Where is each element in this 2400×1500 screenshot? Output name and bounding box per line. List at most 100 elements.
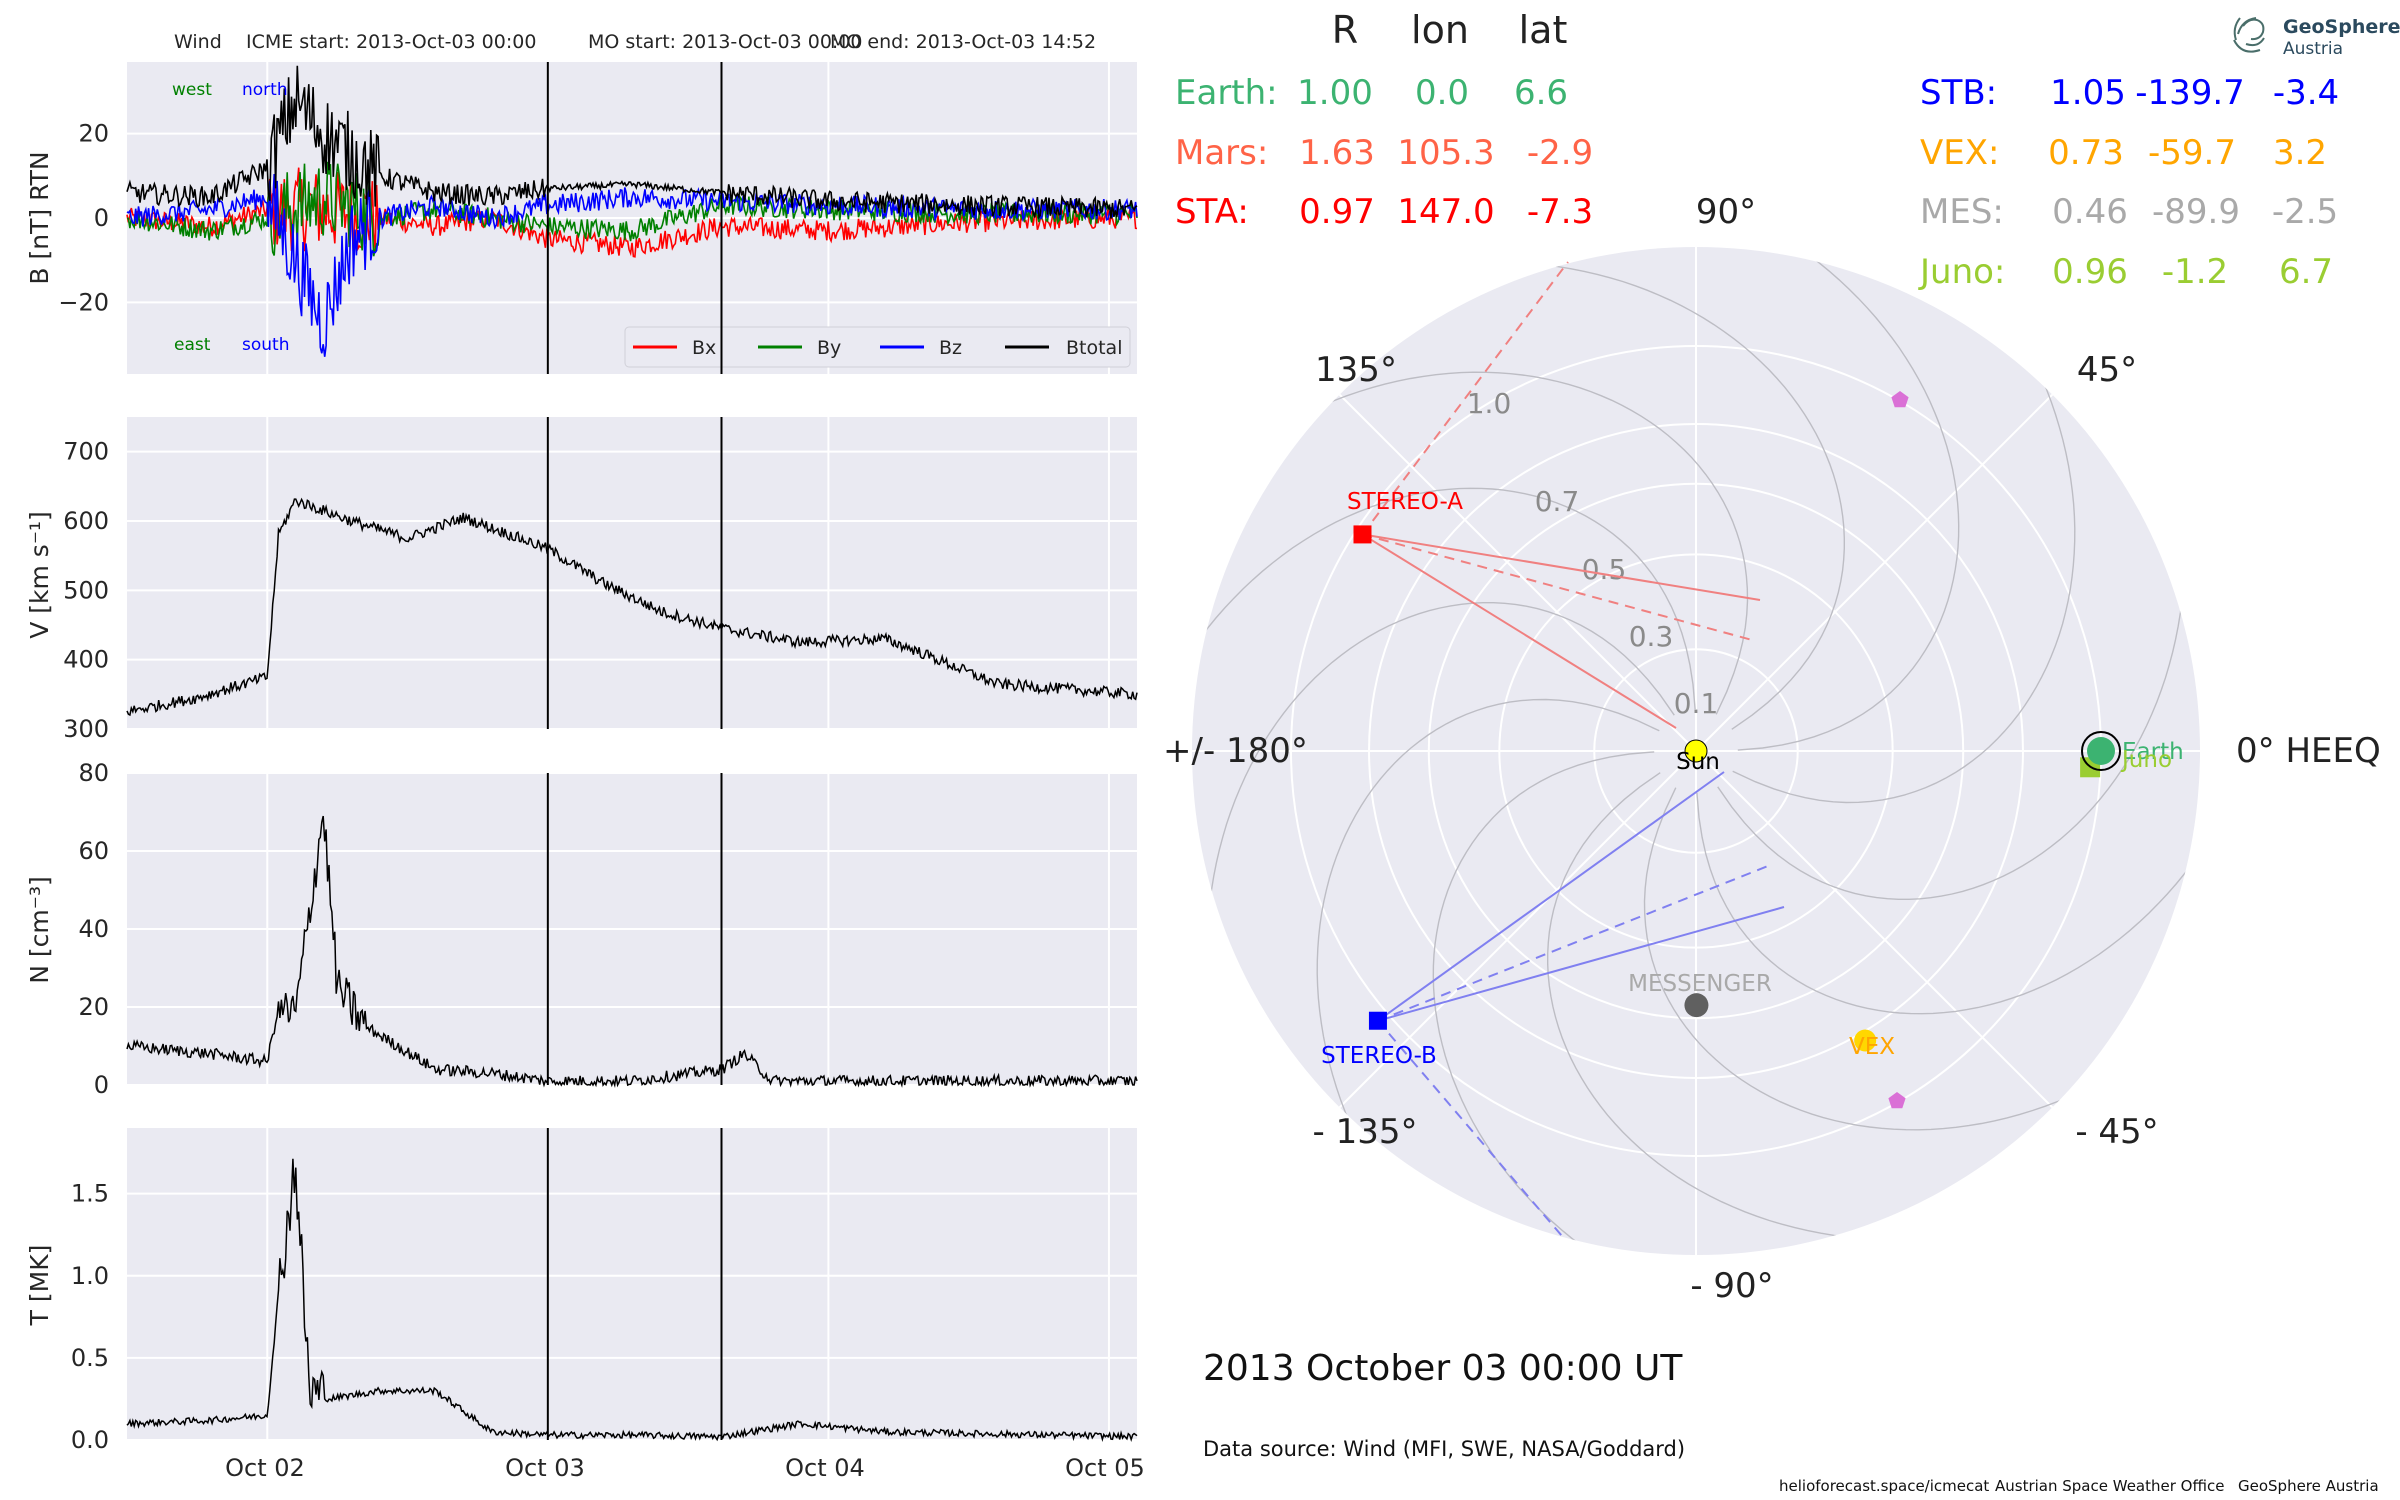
ytick-t-3: 0.0 [71,1426,109,1454]
panel-t-ylabel: T [MK] [25,1245,54,1327]
spiral-8 [1643,787,2200,1131]
row-stb-name: STB: [1920,73,1997,113]
panel-t-grid [127,1128,1137,1441]
panel-n-ylabel: N [cm⁻³] [25,876,54,983]
datetime-label: 2013 October 03 00:00 UT [1203,1348,1683,1389]
col-header-lat: lat [1519,8,1568,52]
legend-bz-label: Bz [939,337,962,359]
panel-b-legend: Bx By Bz Btotal [624,326,1131,368]
panel-n-series [126,815,1138,1088]
r-label-1-0: 1.0 [1467,387,1512,420]
panel-t-series [126,1158,1138,1443]
row-mes-lon: -89.9 [2152,192,2240,232]
row-juno-lat: 6.7 [2279,252,2333,292]
panel-v: 700 600 500 400 300 V [km s⁻¹] [25,417,1138,743]
panel-b-series [126,65,1138,357]
stb-fov-ext [1377,1020,1563,1237]
polar-plot: 1.0 0.7 0.5 0.3 0.1 90° 135° 45° +/- 180… [1163,192,2381,1306]
series-n [126,815,1138,1088]
row-juno-r: 0.96 [2052,252,2128,292]
row-vex: VEX: 0.73 -59.7 3.2 [1920,133,2327,173]
spiral-6 [1432,751,1958,1255]
pentagon-marker-1 [1891,391,1909,408]
juno-label: Juno [2120,747,2172,773]
row-stb-lat: -3.4 [2273,73,2339,113]
sta-fov-ext [1361,261,1569,536]
x-ticklabels: Oct 02 Oct 03 Oct 04 Oct 05 [225,1454,1145,1482]
angle-90: 90° [1696,192,1756,232]
ytick-b-1: 0 [94,204,109,232]
polar-angle-labels: 90° 135° 45° +/- 180° 0° HEEQ - 135° - 4… [1163,192,2381,1306]
panel-b: 200−20 B [nT] RTN west north east south … [25,62,1138,374]
row-mes-r: 0.46 [2052,192,2128,232]
row-sta-lat: -7.3 [1527,192,1593,232]
series-t [126,1158,1138,1443]
insitu-spacecraft: Wind [174,31,222,53]
panel-v-yticks: 700 600 500 400 300 [63,438,109,743]
fov-lines [1361,261,1785,1237]
spiral-11 [1732,247,2076,804]
mo-start-label: MO start: 2013-Oct-03 00:00 [588,31,863,53]
row-earth-name: Earth: [1175,73,1278,113]
sta-fov-1 [1362,533,1761,601]
row-mes-lat: -2.5 [2272,192,2338,232]
footer-url: helioforecast.space/icmecat [1779,1477,1989,1495]
spiral-5 [1316,698,1660,1255]
ytick-v-2: 500 [63,576,109,604]
row-juno: Juno: 0.96 -1.2 6.7 [1918,252,2333,292]
theta-spoke-135 [1338,393,1697,752]
row-mes-name: MES: [1920,192,2004,232]
earth-marker [2087,737,2115,765]
earth-marker-ring [2081,731,2121,771]
logo-line1: GeoSphere [2283,16,2400,38]
stb-fov-1 [1377,771,1725,1022]
row-stb: STB: 1.05 -139.7 -3.4 [1920,73,2339,113]
east-label: east [174,335,211,355]
row-earth-r: 1.00 [1297,73,1373,113]
row-mars-r: 1.63 [1299,133,1375,173]
footer-org: GeoSphere Austria [2238,1477,2379,1495]
mo-end-label: MO end: 2013-Oct-03 14:52 [830,31,1096,53]
polar-markers [1353,391,2121,1109]
ytick-n-1: 60 [78,837,109,865]
pentagon-marker-2 [1888,1092,1906,1109]
polar-r-labels: 1.0 0.7 0.5 0.3 0.1 [1467,387,1719,720]
south-label: south [242,335,289,355]
logo-line2: Austria [2283,39,2343,59]
angle-minus-90: - 90° [1690,1266,1773,1306]
angle-135: 135° [1315,350,1397,390]
ytick-v-4: 300 [63,715,109,743]
row-stb-lon: -139.7 [2135,73,2245,113]
row-juno-name: Juno: [1918,252,2005,292]
panel-v-background [127,417,1137,729]
stb-fov-dash [1377,865,1769,1022]
sun-label: Sun [1676,749,1720,775]
row-earth: Earth: 1.00 0.0 6.6 [1175,73,1568,113]
legend-btotal-label: Btotal [1066,337,1122,359]
panel-n: 80 60 40 20 0 N [cm⁻³] [25,759,1138,1099]
north-label: north [242,80,288,100]
series-btotal [126,65,1138,220]
r-label-0-3: 0.3 [1629,620,1674,653]
spiral-3 [1192,487,1696,1013]
data-source-label: Data source: Wind (MFI, SWE, NASA/Goddar… [1203,1437,1685,1461]
sun-marker [1684,739,1708,763]
ytick-t-1: 1.0 [71,1262,109,1290]
angle-180: +/- 180° [1163,731,1308,771]
stereo-b-label: STEREO-B [1321,1043,1437,1069]
row-mes: MES: 0.46 -89.9 -2.5 [1920,192,2338,232]
row-sta-name: STA: [1175,192,1249,232]
panel-b-ylabel: B [nT] RTN [25,151,54,284]
event-lines [546,62,723,1440]
vex-marker [1854,1029,1877,1052]
insitu-header: Wind ICME start: 2013-Oct-03 00:00 MO st… [174,31,1096,53]
legend-by-label: By [817,337,841,359]
row-mars: Mars: 1.63 105.3 -2.9 [1175,133,1593,173]
ytick-v-1: 600 [63,507,109,535]
row-stb-r: 1.05 [2050,73,2126,113]
row-vex-lat: 3.2 [2273,133,2327,173]
row-sta: STA: 0.97 147.0 -7.3 [1175,192,1593,232]
ytick-t-2: 0.5 [71,1344,109,1372]
ytick-v-0: 700 [63,438,109,466]
